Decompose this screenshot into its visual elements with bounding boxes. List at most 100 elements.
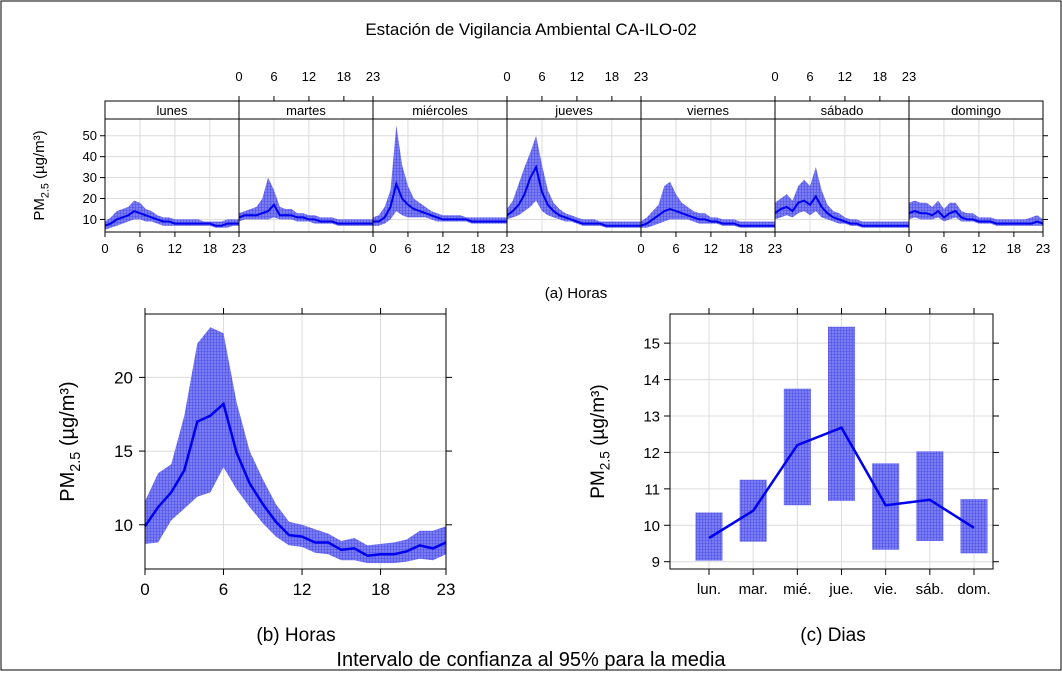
figure-title: Estación de Vigilancia Ambiental CA-ILO-… [365,20,696,39]
y-tick-label: 10 [114,516,133,535]
mean-line [373,180,507,223]
ci-band [641,181,775,228]
panel-miércoles: miércoles 0 6 12 18 23 [369,100,514,256]
x-tick-label: 23 [437,580,456,599]
x-tick-label: 18 [471,241,485,256]
ci-bar-sáb. [916,451,944,541]
ci-band [105,200,239,230]
y-axis-label: PM2.5 (µg/m³) [57,381,84,501]
x-tick-label: 6 [806,69,813,84]
x-tick-label: 0 [637,241,644,256]
y-tick-label: 15 [114,442,133,461]
strip-label: domingo [951,103,1001,118]
x-tick-label: sáb. [916,581,944,598]
mean-line [104,209,239,227]
panel-frame [908,118,1044,233]
x-tick-label: 12 [838,69,852,84]
x-tick-label: 0 [905,241,912,256]
chart-caption: (b) Horas [256,625,335,646]
y-tick-label: 15 [643,336,660,353]
y-tick-label: 20 [83,191,97,206]
x-tick-label: 23 [232,241,246,256]
strip-label: viernes [687,103,729,118]
y-axis-label: PM2.5 (µg/m³) [31,130,52,220]
y-tick-label: 10 [643,518,660,535]
x-tick-label: dom. [957,581,990,598]
x-tick-label: 18 [337,69,351,84]
x-tick-label: 6 [538,69,545,84]
x-tick-label: 18 [873,69,887,84]
y-tick-label: 11 [644,481,660,498]
x-tick-label: 0 [235,69,242,84]
y-tick-label: 10 [83,212,97,227]
panel-martes: martes 0 6 12 18 23 [235,69,380,233]
mean-line [774,194,909,227]
panel-domingo: domingo 0 6 12 18 23 [905,100,1050,256]
ci-band [507,135,641,228]
mean-line [708,426,975,540]
mean-line [238,203,373,225]
x-tick-label: 18 [1007,241,1021,256]
x-tick-label: 0 [369,241,376,256]
ci-band [909,200,1043,226]
x-tick-label: 0 [771,69,778,84]
x-tick-label: 23 [768,241,782,256]
ci-band [775,167,909,228]
panel-lunes: lunes 0 6 12 18 23 [101,100,246,256]
chart-caption: (a) Horas [545,285,608,302]
panel-sábado: sábado 0 6 12 18 23 [771,69,916,233]
y-tick-label: 20 [114,368,133,387]
x-tick-label: mié. [783,581,811,598]
ci-band [145,327,446,564]
mean-line [908,209,1044,225]
x-tick-label: 18 [203,241,217,256]
x-tick-label: 12 [436,241,450,256]
y-tick-label: 13 [643,409,660,426]
ci-bar-dom. [960,499,988,554]
ci-bar-jue. [828,326,855,501]
chart-a-hourly-by-weekday: lunes 0 6 12 18 23 martes 0 6 12 18 23 miércoles 0 6 12… [31,69,1050,302]
x-tick-label: 12 [293,580,312,599]
mean-line [143,401,447,557]
plot-frame [669,313,994,570]
x-tick-label: 6 [672,241,679,256]
x-tick-label: lun. [697,581,721,598]
x-tick-label: 6 [940,241,947,256]
x-tick-label: 12 [302,69,316,84]
y-tick-label: 50 [83,128,97,143]
footer-note: Intervalo de confianza al 95% para la me… [336,649,726,671]
y-axis-label: PM2.5 (µg/m³) [588,384,613,498]
y-tick-label: 30 [83,170,97,185]
x-tick-label: 0 [101,241,108,256]
x-tick-label: 23 [1036,241,1050,256]
y-tick-label: 9 [652,554,660,571]
x-tick-label: 18 [371,580,390,599]
ci-band [239,177,373,226]
x-tick-label: 23 [902,69,916,84]
x-tick-label: 6 [404,241,411,256]
x-tick-label: 18 [605,69,619,84]
x-tick-label: vie. [874,581,897,598]
strip-label: lunes [156,103,188,118]
chart-c-daily: lun. mar. mié. jue. vie. sáb. dom. 9 10 11 12 13 14 1… [588,308,999,646]
panel-viernes: viernes 0 6 12 18 23 [637,100,782,256]
x-tick-label: jue. [828,581,853,598]
chart-b-hourly: 0 6 12 18 23 10 15 20 PM2.5 (µg/m³) (b) Horas [57,308,455,646]
panel-jueves: jueves 0 6 12 18 23 [503,69,648,233]
strip-label: miércoles [412,103,468,118]
chart-caption: (c) Dias [800,625,865,646]
strip-label: jueves [554,103,593,118]
x-tick-label: 12 [168,241,182,256]
x-tick-label: 6 [219,580,228,599]
x-tick-label: 23 [500,241,514,256]
x-tick-label: mar. [739,581,768,598]
x-tick-label: 6 [270,69,277,84]
plot-frame [144,313,447,570]
x-tick-label: 6 [136,241,143,256]
mean-line [506,164,641,227]
strip-label: sábado [821,103,864,118]
ci-band [373,125,507,226]
